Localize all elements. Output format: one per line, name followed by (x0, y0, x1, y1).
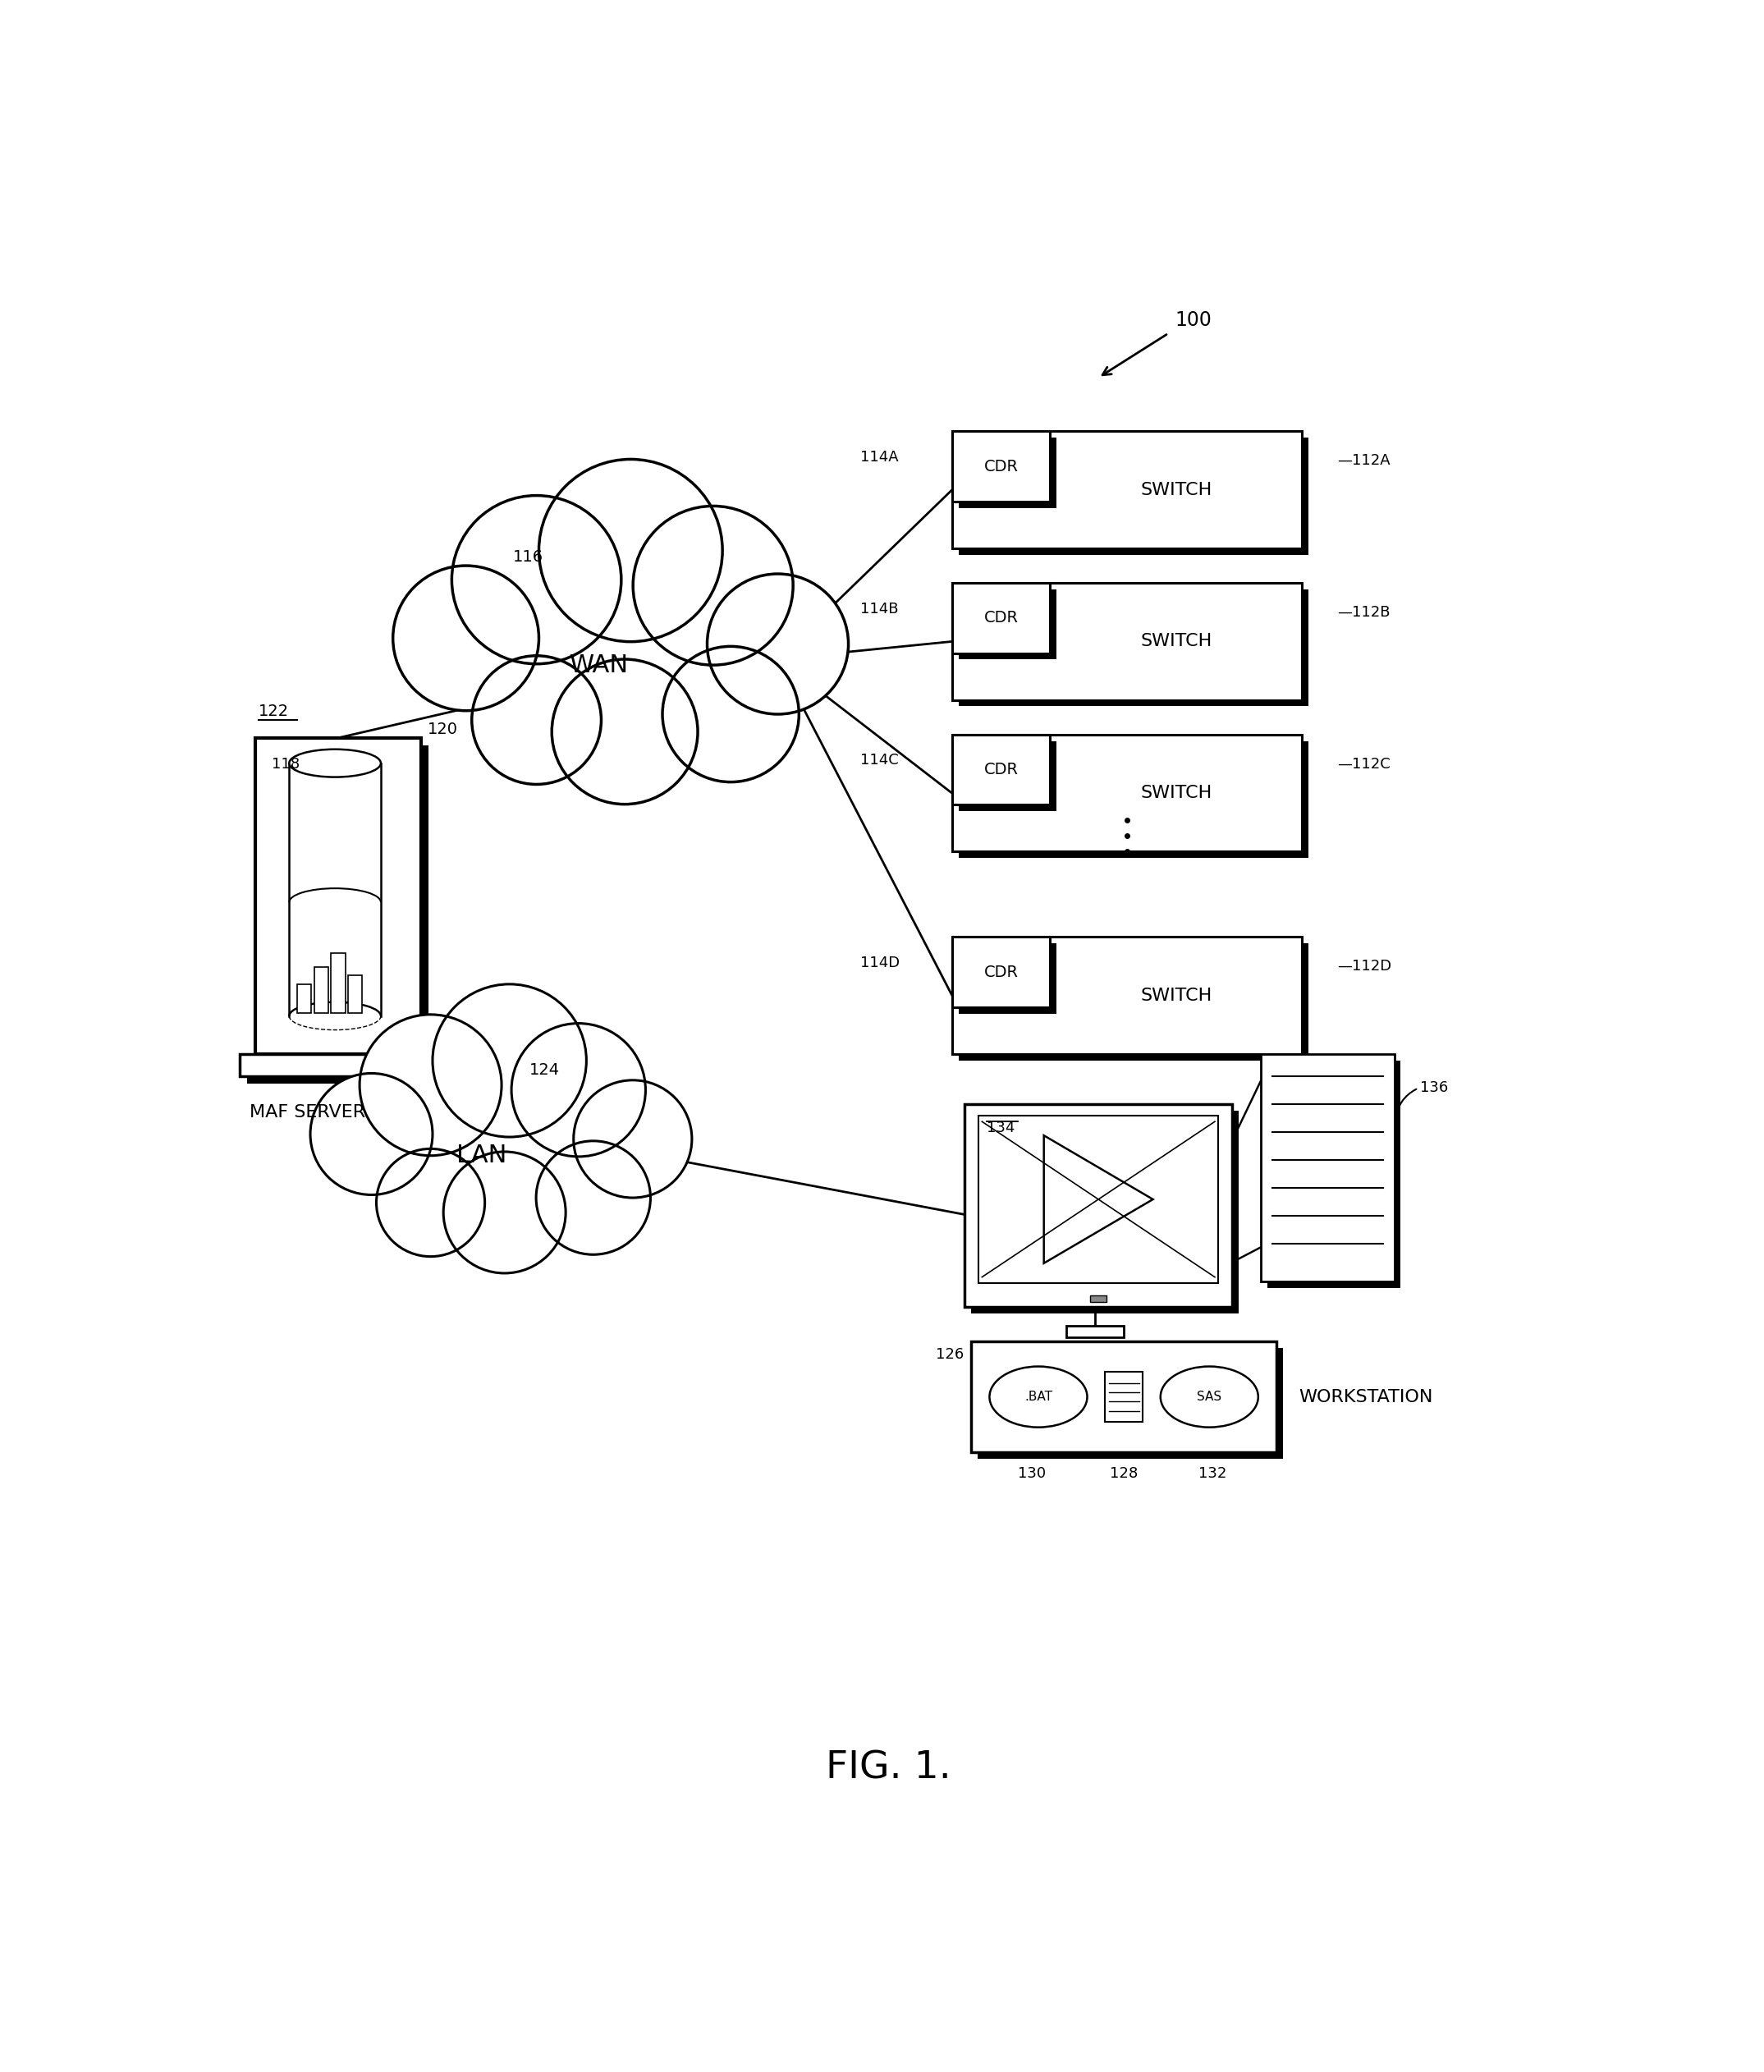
FancyBboxPatch shape (1104, 1372, 1143, 1421)
Text: FIG. 1.: FIG. 1. (826, 1749, 951, 1786)
FancyBboxPatch shape (972, 1341, 1277, 1452)
FancyBboxPatch shape (958, 588, 1057, 659)
Text: 134: 134 (986, 1121, 1014, 1135)
FancyBboxPatch shape (1267, 1061, 1401, 1289)
Text: CDR: CDR (984, 762, 1018, 777)
Circle shape (512, 1024, 646, 1156)
FancyBboxPatch shape (965, 1104, 1231, 1307)
FancyBboxPatch shape (972, 1111, 1238, 1314)
FancyBboxPatch shape (953, 431, 1302, 549)
Circle shape (573, 1080, 691, 1198)
FancyBboxPatch shape (953, 937, 1302, 1055)
Text: 114B: 114B (859, 601, 898, 615)
Text: 132: 132 (1198, 1467, 1226, 1481)
FancyBboxPatch shape (1261, 1055, 1394, 1280)
FancyBboxPatch shape (953, 582, 1302, 700)
FancyBboxPatch shape (247, 1061, 445, 1084)
FancyBboxPatch shape (291, 762, 379, 1015)
Text: WORKSTATION: WORKSTATION (1298, 1388, 1432, 1405)
Circle shape (376, 1148, 485, 1256)
FancyBboxPatch shape (958, 943, 1057, 1013)
Text: SWITCH: SWITCH (1140, 785, 1212, 802)
Ellipse shape (990, 1365, 1087, 1428)
FancyBboxPatch shape (977, 1349, 1282, 1459)
Text: 130: 130 (1018, 1467, 1046, 1481)
FancyBboxPatch shape (958, 588, 1309, 707)
FancyBboxPatch shape (953, 937, 1050, 1007)
FancyBboxPatch shape (263, 746, 429, 1061)
Circle shape (452, 495, 621, 663)
Circle shape (393, 566, 538, 711)
Text: —112A: —112A (1337, 454, 1390, 468)
Ellipse shape (1161, 1365, 1258, 1428)
Text: 126: 126 (937, 1347, 965, 1361)
FancyBboxPatch shape (979, 1115, 1217, 1283)
FancyBboxPatch shape (953, 582, 1050, 653)
FancyBboxPatch shape (296, 984, 310, 1013)
Text: CDR: CDR (984, 458, 1018, 474)
Circle shape (432, 984, 586, 1138)
FancyBboxPatch shape (958, 943, 1309, 1061)
Circle shape (536, 1142, 651, 1254)
Text: 136: 136 (1420, 1082, 1448, 1096)
Text: SWITCH: SWITCH (1140, 481, 1212, 497)
Text: CDR: CDR (984, 611, 1018, 626)
Text: LAN: LAN (457, 1144, 506, 1167)
Circle shape (360, 1015, 501, 1156)
FancyBboxPatch shape (1090, 1295, 1106, 1301)
Text: WAN: WAN (570, 653, 628, 678)
Text: —112C: —112C (1337, 756, 1390, 771)
Text: SWITCH: SWITCH (1140, 634, 1212, 651)
Circle shape (443, 1152, 566, 1272)
Text: CDR: CDR (984, 963, 1018, 980)
Text: 128: 128 (1110, 1467, 1138, 1481)
FancyBboxPatch shape (958, 742, 1057, 812)
FancyBboxPatch shape (256, 738, 422, 1055)
Text: MAF SERVER: MAF SERVER (249, 1104, 365, 1121)
Circle shape (471, 655, 602, 785)
Text: 120: 120 (427, 721, 459, 738)
Text: 122: 122 (259, 702, 289, 719)
Text: —112B: —112B (1337, 605, 1390, 620)
Text: 114D: 114D (859, 955, 900, 970)
Text: 100: 100 (1175, 311, 1212, 329)
FancyBboxPatch shape (958, 437, 1309, 555)
FancyBboxPatch shape (240, 1055, 437, 1075)
FancyBboxPatch shape (953, 736, 1302, 852)
FancyBboxPatch shape (958, 742, 1309, 858)
Circle shape (663, 646, 799, 781)
Text: SWITCH: SWITCH (1140, 986, 1212, 1003)
FancyBboxPatch shape (314, 968, 328, 1013)
FancyBboxPatch shape (332, 953, 346, 1013)
Circle shape (633, 506, 794, 665)
Text: 124: 124 (529, 1063, 559, 1077)
Text: 114C: 114C (859, 752, 898, 769)
Text: 116: 116 (513, 549, 543, 564)
FancyBboxPatch shape (348, 976, 362, 1013)
Text: 118: 118 (272, 756, 300, 771)
Text: SAS: SAS (1198, 1390, 1222, 1403)
Circle shape (310, 1073, 432, 1196)
FancyBboxPatch shape (958, 437, 1057, 508)
Text: —112D: —112D (1337, 959, 1392, 974)
Circle shape (538, 460, 723, 642)
FancyBboxPatch shape (953, 431, 1050, 501)
Circle shape (707, 574, 848, 715)
Text: .BAT: .BAT (1025, 1390, 1053, 1403)
Circle shape (552, 659, 699, 804)
Text: 114A: 114A (859, 450, 898, 464)
Ellipse shape (289, 750, 381, 777)
FancyBboxPatch shape (1067, 1326, 1124, 1336)
FancyBboxPatch shape (953, 736, 1050, 804)
